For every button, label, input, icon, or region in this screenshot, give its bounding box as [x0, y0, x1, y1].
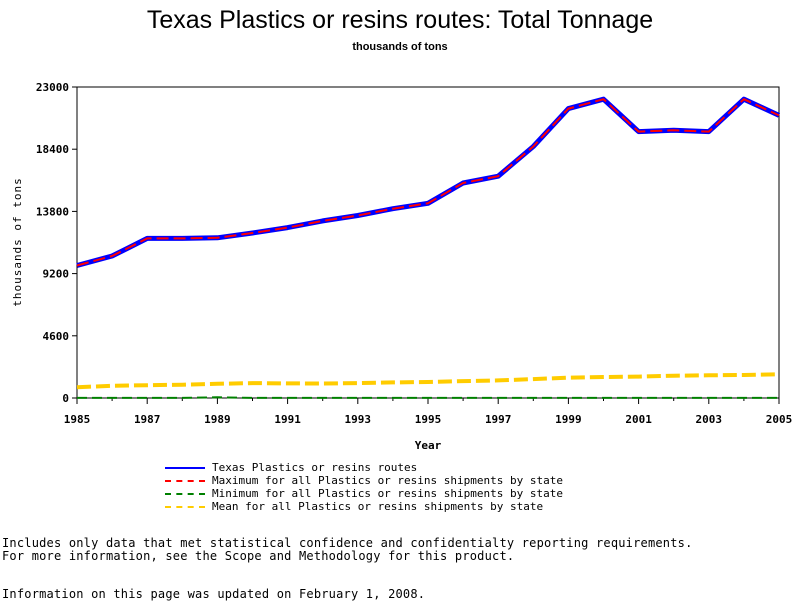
series-line-texas-routes: [76, 96, 781, 268]
x-tick-label: 2003: [696, 413, 723, 426]
legend-swatch-yellow: [165, 505, 205, 508]
x-tick-label: 1999: [555, 413, 582, 426]
legend-label: Texas Plastics or resins routes: [212, 461, 418, 474]
legend-label: Maximum for all Plastics or resins shipm…: [212, 474, 563, 487]
legend-label: Mean for all Plastics or resins shipment…: [212, 500, 544, 513]
x-tick-label: 2001: [625, 413, 652, 426]
x-tick-label: 1993: [345, 413, 372, 426]
legend-swatch-red: [165, 479, 205, 482]
series-lines: [76, 96, 781, 399]
x-tick-label: 1997: [485, 413, 512, 426]
chart-title: Texas Plastics or resins routes: Total T…: [146, 6, 654, 34]
legend-item: Maximum for all Plastics or resins shipm…: [165, 474, 563, 487]
x-tick-label: 1991: [274, 413, 301, 426]
x-axis: 1985 1987 1989 1991 1993 1995 1997 1999 2001 2003…: [64, 398, 793, 426]
x-tick-label: 1989: [204, 413, 231, 426]
y-axis: 0 4600 9200 13800 18400 23000: [36, 81, 77, 405]
x-axis-label: Year: [415, 439, 442, 452]
chart-subtitle: thousands of tons: [352, 41, 448, 53]
y-axis-label: thousands of tons: [11, 177, 24, 307]
footnote-methodology: For more information, see the Scope and …: [2, 549, 515, 563]
y-tick-label: 4600: [43, 330, 70, 343]
x-tick-label: 2005: [766, 413, 793, 426]
legend-item: Minimum for all Plastics or resins shipm…: [165, 487, 563, 500]
y-tick-label: 0: [62, 392, 69, 405]
x-tick-label: 1995: [415, 413, 442, 426]
series-line-maximum: [76, 98, 780, 267]
legend-item: Texas Plastics or resins routes: [165, 461, 563, 474]
legend-label: Minimum for all Plastics or resins shipm…: [212, 487, 563, 500]
y-tick-label: 23000: [36, 81, 69, 94]
plot-area-frame: [76, 86, 780, 399]
x-tick-label: 1987: [134, 413, 161, 426]
series-line-minimum: [77, 396, 779, 399]
legend-item: Mean for all Plastics or resins shipment…: [165, 500, 563, 513]
legend-swatch-green: [165, 492, 205, 495]
y-tick-label: 18400: [36, 143, 69, 156]
legend-swatch-blue: [165, 466, 205, 469]
y-tick-label: 9200: [43, 268, 70, 281]
x-tick-label: 1985: [64, 413, 91, 426]
footnote-confidence: Includes only data that met statistical …: [2, 536, 693, 550]
series-line-mean: [76, 372, 780, 390]
y-tick-label: 13800: [36, 205, 69, 218]
legend: Texas Plastics or resins routes Maximum …: [165, 461, 563, 513]
line-chart: 0 4600 9200 13800 18400 23000 1985 1987 1989 199…: [11, 81, 793, 452]
footnote-updated: Information on this page was updated on …: [2, 587, 426, 601]
